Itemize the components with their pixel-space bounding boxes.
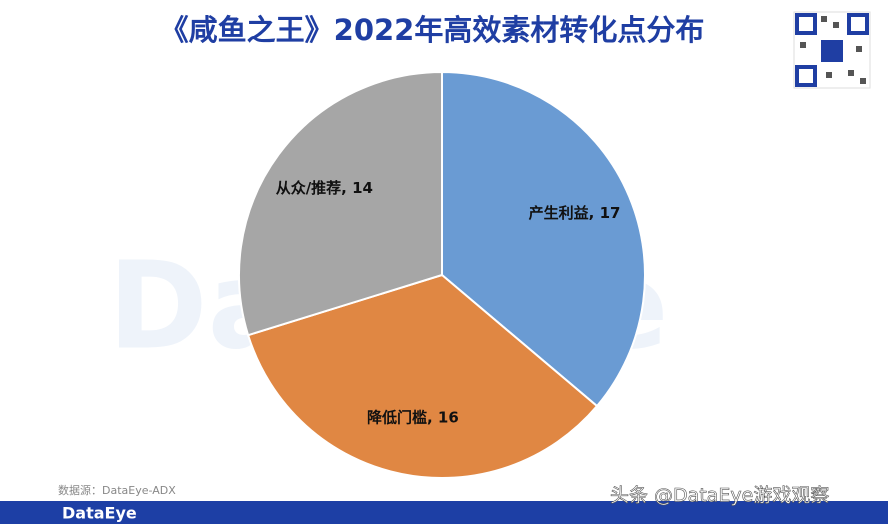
chart-title: 《咸鱼之王》2022年高效素材转化点分布 bbox=[160, 13, 705, 47]
footer-bar bbox=[0, 501, 888, 524]
data-label: 产生利益, 17 bbox=[529, 204, 621, 222]
pie-slice bbox=[238, 70, 443, 337]
qr-code bbox=[793, 11, 871, 89]
data-label: 从众/推荐, 14 bbox=[276, 179, 373, 197]
pie-slice bbox=[246, 273, 599, 479]
source: 数据源：DataEye-ADX bbox=[58, 483, 176, 497]
footer-brand: DataEye bbox=[62, 504, 137, 523]
platform-watermark: 头条 @DataEye游戏观察 bbox=[610, 485, 829, 507]
pie-slice bbox=[441, 70, 646, 408]
data-label: 降低门槛, 16 bbox=[367, 409, 459, 427]
pie: 产生利益, 17 降低门槛, 16 从众/推荐, 14 bbox=[238, 70, 646, 479]
